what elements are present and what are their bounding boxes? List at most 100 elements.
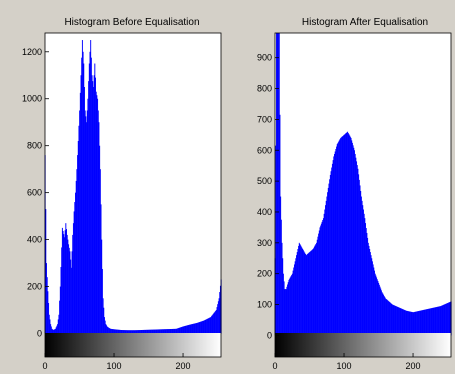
histogram-after-bar <box>382 293 384 336</box>
histogram-after-bar <box>434 307 436 336</box>
histogram-before-bar <box>185 325 187 334</box>
histogram-after-bar <box>378 282 380 336</box>
histogram-before-plot: Histogram Before Equalisation 0 200 400 600… <box>22 17 222 371</box>
histogram-after-bar <box>336 144 338 336</box>
histogram-before-bar <box>63 234 65 334</box>
histogram-before-bar <box>94 63 96 334</box>
histogram-after-bar <box>438 306 440 336</box>
histogram-after-bar <box>344 134 346 336</box>
histogram-after-bar <box>387 300 389 336</box>
histogram-before-bar <box>60 267 62 334</box>
histogram-after-bar <box>446 303 448 336</box>
histogram-before-bar <box>135 330 137 334</box>
histogram-after-bar <box>429 308 431 336</box>
histogram-before-bar <box>165 329 167 334</box>
histogram-after-bar <box>383 294 384 336</box>
histogram-after-bar <box>291 273 293 336</box>
histogram-after-bar <box>308 252 310 336</box>
histogram-before-bar <box>77 141 79 334</box>
histogram-after-bar <box>423 309 425 336</box>
histogram-before-bar <box>117 329 119 334</box>
histogram-after-bar <box>356 161 358 336</box>
histogram-after-bar <box>379 286 381 336</box>
histogram-before-bar <box>159 329 161 334</box>
histogram-before-bar <box>219 285 221 334</box>
histogram-before-bar <box>90 57 92 334</box>
histogram-after-bar <box>348 134 350 336</box>
histogram-after-bar <box>442 305 444 336</box>
histogram-before-bar <box>192 323 194 334</box>
histogram-before-bar <box>182 326 184 334</box>
histogram-before-bar <box>68 247 70 334</box>
histogram-after-bar <box>297 249 299 336</box>
histogram-before-bar <box>187 325 189 334</box>
histogram-before-bar <box>101 239 103 334</box>
histogram-before-bar <box>137 330 139 334</box>
histogram-before-bar <box>81 40 83 334</box>
histogram-after-bar <box>301 247 303 336</box>
histogram-after-bar <box>371 258 373 336</box>
histogram-after-bar <box>441 305 443 336</box>
histogram-after-x-tick-label: 0 <box>272 361 277 371</box>
histogram-after-bar <box>391 303 393 336</box>
histogram-after-bar <box>275 145 277 336</box>
histogram-before-bar <box>129 330 131 334</box>
histogram-before-bar <box>86 122 88 334</box>
histogram-before-bar <box>115 329 116 334</box>
histogram-after-bar <box>406 310 408 336</box>
histogram-after-bar <box>333 156 335 336</box>
histogram-before-bar <box>179 327 181 334</box>
histogram-after-bar <box>374 270 375 336</box>
histogram-before-bar <box>124 330 125 334</box>
histogram-before-y-tick-label: 1200 <box>22 47 42 57</box>
histogram-after-bar <box>285 289 286 336</box>
histogram-after-bar <box>420 310 422 336</box>
histogram-after-bar <box>314 245 316 336</box>
histogram-after-bar <box>288 279 290 336</box>
histogram-before-bar <box>86 110 88 334</box>
histogram-after-bar <box>325 200 327 336</box>
histogram-after-bar <box>405 310 407 336</box>
histogram-after-bar <box>280 196 282 336</box>
histogram-before-bar <box>68 244 70 334</box>
histogram-before-bar <box>116 329 118 334</box>
histogram-after-bar <box>413 312 415 336</box>
histogram-before-bar <box>110 328 112 334</box>
histogram-after-bar <box>346 132 348 336</box>
histogram-after-bar <box>339 139 341 336</box>
histogram-after-bar <box>434 307 436 336</box>
histogram-after-bar <box>334 153 335 336</box>
histogram-before-bar <box>170 328 172 334</box>
histogram-before-bar <box>184 326 186 334</box>
histogram-after-bar <box>435 307 437 336</box>
histogram-before-bar <box>152 329 154 334</box>
histogram-before-bar <box>139 330 141 334</box>
histogram-before-bar <box>112 329 114 334</box>
histogram-after-bar <box>440 306 442 336</box>
histogram-before-bar <box>157 329 159 334</box>
histogram-after-bar <box>392 304 394 336</box>
histogram-after-bar <box>307 253 309 336</box>
histogram-before-bar <box>75 192 76 334</box>
histogram-before-bar <box>186 325 188 334</box>
histogram-before-bar <box>51 328 53 334</box>
histogram-before-bar <box>120 330 122 334</box>
histogram-before-bar <box>57 319 59 334</box>
histogram-before-bar <box>139 330 141 334</box>
histogram-after-bar <box>372 264 374 336</box>
histogram-after-bar <box>293 267 295 336</box>
histogram-before-bar <box>82 51 84 334</box>
histogram-before-bar <box>199 322 201 334</box>
histogram-before-bar <box>210 316 212 334</box>
histogram-after-bar <box>276 33 277 336</box>
histogram-after-bar <box>302 249 304 336</box>
histogram-after-bar <box>433 307 435 336</box>
histogram-after-bar <box>292 270 294 336</box>
histogram-after-bar <box>410 311 412 336</box>
histogram-before-bar <box>163 329 165 334</box>
histogram-after-bar <box>378 284 380 336</box>
histogram-after-bar <box>280 219 282 336</box>
histogram-before-bar <box>133 330 134 334</box>
histogram-before-bar <box>131 330 133 334</box>
histogram-after-colorbar <box>275 333 451 357</box>
